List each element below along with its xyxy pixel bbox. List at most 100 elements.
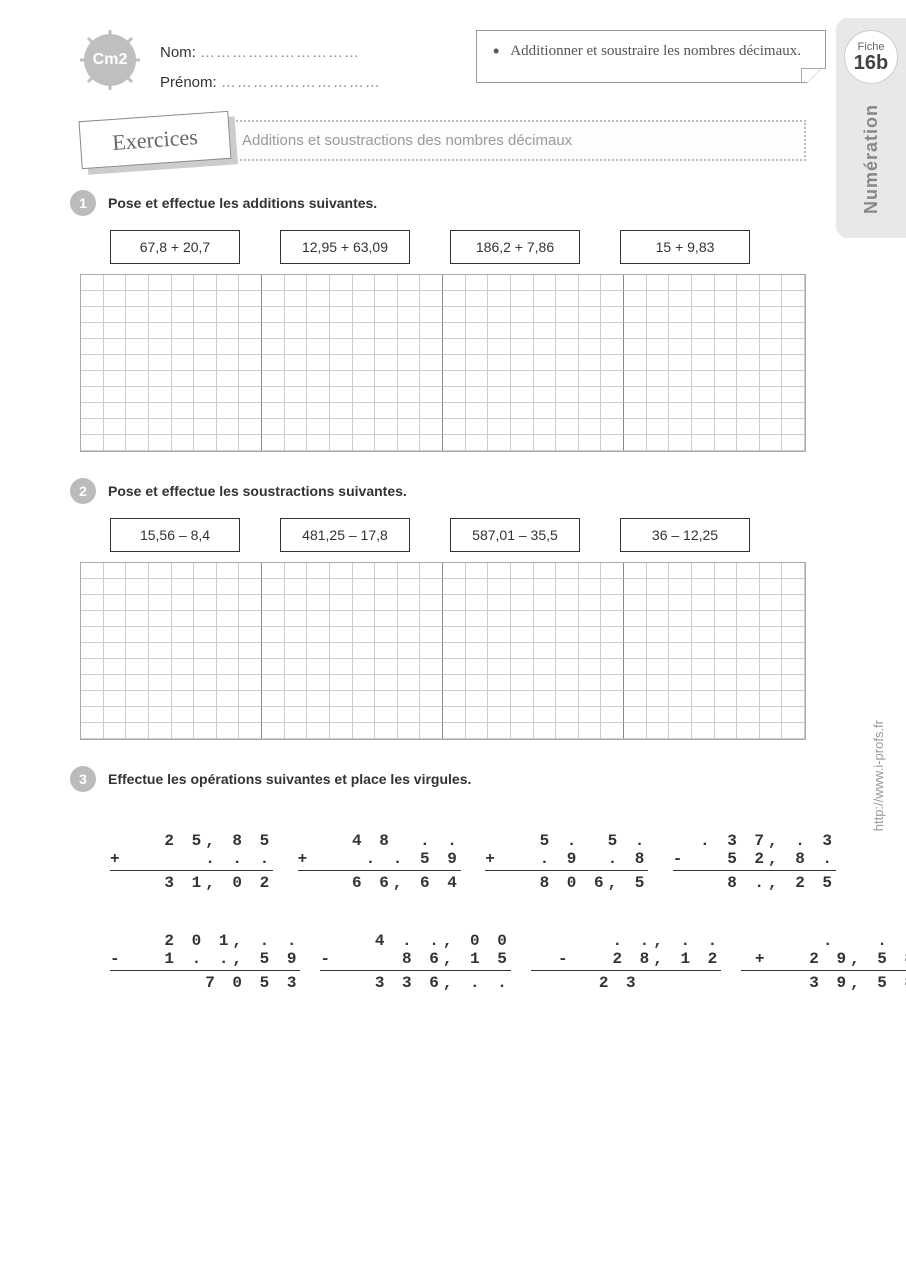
grid-cell: [579, 611, 602, 627]
calc-line-second: - 8 6, 1 5: [320, 950, 510, 968]
grid-cell: [692, 675, 715, 691]
grid-cell: [715, 307, 738, 323]
grid-cell: [601, 659, 624, 675]
grid-cell: [262, 323, 285, 339]
grid-cell: [579, 579, 602, 595]
grid-cell: [692, 339, 715, 355]
grid-cell: [81, 563, 104, 579]
grid-cell: [353, 371, 376, 387]
grid-cell: [307, 371, 330, 387]
grid-cell: [330, 419, 353, 435]
grid-cell: [172, 707, 195, 723]
grid-cell: [737, 371, 760, 387]
grid-cell: [715, 707, 738, 723]
grid-cell: [353, 579, 376, 595]
grid-cell: [488, 723, 511, 739]
grid-cell: [466, 563, 489, 579]
exercices-title: Additions et soustractions des nombres d…: [220, 120, 806, 161]
grid-cell: [466, 403, 489, 419]
side-label: Numération: [861, 104, 882, 214]
grid-cell: [760, 643, 783, 659]
grid-cell: [217, 339, 240, 355]
grid-cell: [624, 371, 647, 387]
grid-cell: [307, 707, 330, 723]
grid-cell: [126, 355, 149, 371]
grid-cell: [420, 435, 443, 451]
grid-cell: [511, 691, 534, 707]
grid-cell: [285, 403, 308, 419]
calc-line-second: - 2 8, 1 2: [531, 950, 721, 968]
grid-cell: [511, 611, 534, 627]
grid-cell: [239, 371, 262, 387]
calculation-block: 2 0 1, . .- 1 . ., 5 9 7 0 5 3: [110, 932, 300, 992]
grid-cell: [239, 339, 262, 355]
grid-cell: [172, 563, 195, 579]
grid-cell: [217, 691, 240, 707]
grid-cell: [375, 659, 398, 675]
grid-cell: [579, 275, 602, 291]
grid-cell: [782, 403, 805, 419]
grid-cell: [443, 275, 466, 291]
grid-cell: [149, 307, 172, 323]
grid-cell: [692, 595, 715, 611]
grid-cell: [217, 371, 240, 387]
grid-cell: [715, 691, 738, 707]
grid-cell: [488, 611, 511, 627]
grid-cell: [466, 355, 489, 371]
grid-cell: [398, 643, 421, 659]
grid-cell: [194, 371, 217, 387]
grid-cell: [488, 275, 511, 291]
grid-cell: [488, 563, 511, 579]
grid-cell: [624, 387, 647, 403]
grid-cell: [149, 659, 172, 675]
calc-line-top: 5 . 5 .: [485, 832, 648, 850]
grid-cell: [285, 675, 308, 691]
grid-cell: [149, 595, 172, 611]
grid-cell: [172, 579, 195, 595]
grid-cell: [715, 675, 738, 691]
grid-cell: [398, 723, 421, 739]
ex1-number: 1: [70, 190, 96, 216]
exercices-banner: Exercices Additions et soustractions des…: [80, 116, 866, 164]
grid-cell: [511, 563, 534, 579]
grid-cell: [126, 323, 149, 339]
calc-line-second: + . . .: [110, 850, 273, 868]
grid-cell: [353, 675, 376, 691]
calc-line-top: 4 8 . .: [298, 832, 461, 850]
grid-cell: [782, 275, 805, 291]
grid-cell: [760, 659, 783, 675]
grid-cell: [466, 595, 489, 611]
grid-cell: [126, 307, 149, 323]
grid-cell: [239, 627, 262, 643]
grid-cell: [262, 307, 285, 323]
grid-cell: [149, 707, 172, 723]
grid-cell: [398, 707, 421, 723]
grid-cell: [737, 419, 760, 435]
grid-cell: [488, 419, 511, 435]
calculation-block: 5 . 5 .+ . 9 . 8 8 0 6, 5: [485, 832, 648, 892]
grid-cell: [692, 707, 715, 723]
grid-cell: [239, 291, 262, 307]
grid-cell: [194, 435, 217, 451]
grid-cell: [217, 419, 240, 435]
grid-cell: [760, 723, 783, 739]
grid-cell: [194, 611, 217, 627]
grid-cell: [126, 691, 149, 707]
grid-cell: [398, 275, 421, 291]
grid-cell: [420, 387, 443, 403]
grid-cell: [239, 403, 262, 419]
grid-cell: [760, 307, 783, 323]
grid-cell: [285, 275, 308, 291]
grid-cell: [443, 579, 466, 595]
grid-cell: [782, 355, 805, 371]
grid-cell: [353, 643, 376, 659]
grid-cell: [330, 291, 353, 307]
grid-cell: [601, 611, 624, 627]
grid-cell: [239, 563, 262, 579]
grid-cell: [466, 643, 489, 659]
grid-cell: [307, 403, 330, 419]
problem-box: 67,8 + 20,7: [110, 230, 240, 264]
grid-cell: [420, 307, 443, 323]
grid-cell: [262, 595, 285, 611]
grid-cell: [647, 307, 670, 323]
